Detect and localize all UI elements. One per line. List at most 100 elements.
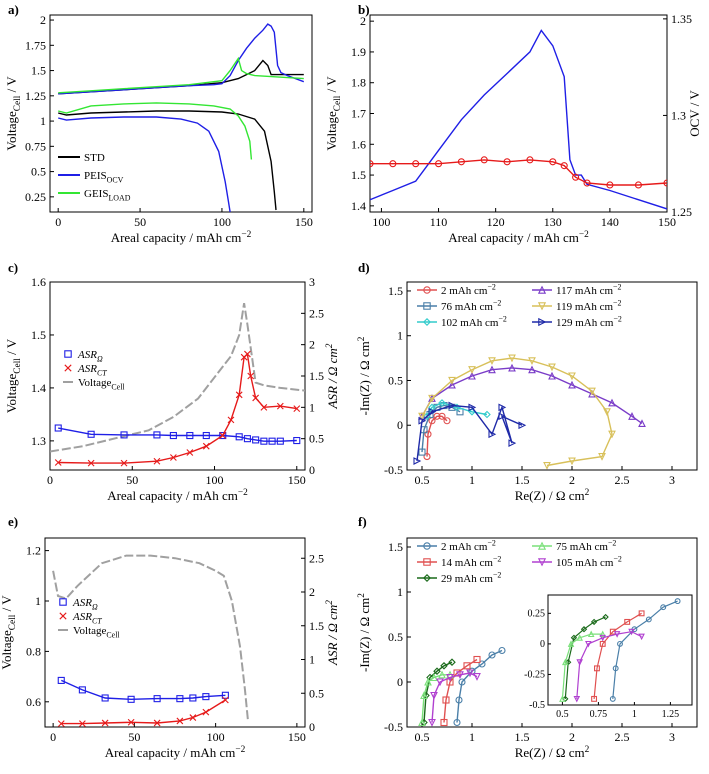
data-point — [176, 695, 184, 703]
legend-marker — [537, 302, 547, 311]
panel-label: b) — [358, 2, 370, 17]
data-point — [458, 678, 466, 686]
y-tick-label: 0.6 — [26, 695, 41, 709]
data-point — [436, 678, 444, 687]
data-point — [433, 667, 441, 675]
data-point — [488, 365, 496, 374]
inset-series — [559, 598, 681, 703]
data-point — [438, 412, 446, 420]
data-point — [276, 437, 284, 445]
data-point — [153, 719, 161, 727]
y-tick-label: 1 — [40, 114, 46, 128]
data-point — [634, 181, 642, 189]
x-tick-label: 1.5 — [515, 730, 530, 744]
data-point — [568, 380, 576, 389]
inset-series-line — [561, 633, 603, 699]
panel-c: c) 0 50 100 150 1.3 1.4 1.5 1.6 0 0.5 1 1.5 2 2.5 3 Area… — [4, 260, 340, 503]
series-group — [370, 29, 667, 210]
legend-label: 129 mAh cm−2 — [556, 315, 622, 329]
y2-tick-label: 2.5 — [309, 306, 324, 320]
data-point — [252, 436, 260, 444]
data-point — [549, 158, 557, 166]
legend-marker — [59, 612, 67, 620]
legend-marker — [59, 598, 67, 606]
y-tick-label: 0 — [397, 418, 403, 432]
data-point — [480, 156, 488, 164]
legend-marker — [64, 364, 72, 372]
data-point — [153, 457, 161, 465]
inset-data-point — [599, 640, 606, 647]
y-tick-label: 1.5 — [31, 328, 46, 342]
data-point — [548, 371, 556, 380]
y-axis-label: -Im(Z) / Ω cm2 — [357, 593, 372, 672]
plot-frame — [406, 281, 698, 471]
data-point — [442, 696, 450, 704]
data-point — [663, 179, 667, 187]
data-point — [448, 658, 456, 666]
legend-label: VoltageCell — [78, 377, 125, 391]
y-axis-label: VoltageCell / V — [0, 595, 18, 670]
x-tick-label: 2 — [569, 730, 575, 744]
y-tick-label: 0.8 — [26, 644, 41, 658]
y2-tick-label: 2 — [309, 338, 315, 352]
panel-label: e) — [8, 514, 18, 529]
inset-data-point — [645, 616, 652, 623]
legend-marker — [537, 285, 547, 294]
data-point — [219, 431, 227, 440]
data-point — [468, 366, 476, 374]
data-point — [202, 442, 210, 450]
legend-marker — [423, 542, 431, 550]
data-point — [498, 403, 507, 412]
panel-a: a) 0 50 100 150 0.25 0.5 0.75 1 1.25 1.5 1.75 2 Areal… — [4, 2, 313, 245]
data-point — [528, 365, 536, 374]
y2-tick-label: 1.3 — [671, 108, 686, 122]
inset-data-point — [580, 626, 588, 633]
y-tick-label: 1.2 — [26, 544, 41, 558]
inset-data-point — [638, 610, 645, 617]
data-point — [54, 459, 62, 466]
data-point — [247, 372, 255, 380]
inset-data-point — [628, 628, 635, 636]
data-point — [488, 430, 497, 439]
y-tick-label: 1.5 — [388, 284, 403, 298]
series-line — [58, 56, 304, 94]
data-point — [101, 719, 109, 727]
inset-y-tick-label: -0.5 — [529, 700, 545, 711]
inset-data-point — [576, 659, 583, 666]
data-point — [252, 394, 260, 402]
series-line — [58, 102, 253, 160]
series-group — [58, 23, 305, 212]
y-tick-label: 2 — [360, 14, 366, 28]
x-axis-label: Areal capacity / mAh cm−2 — [107, 488, 248, 503]
inset-data-point — [599, 630, 607, 638]
y2-tick-label: 1.35 — [671, 12, 692, 26]
panel-label: f) — [358, 514, 367, 529]
x-tick-label: 0 — [50, 730, 56, 744]
x-tick-label: 100 — [206, 473, 224, 487]
data-point — [293, 436, 301, 445]
panel-label: a) — [8, 2, 19, 17]
data-point — [430, 673, 438, 682]
data-point — [235, 433, 243, 441]
panel-label: d) — [358, 260, 370, 275]
panel-d: d)0.5 1 1.5 2 2.5 3-0.500.511.5Re(Z) / Ω cm2-… — [357, 260, 698, 503]
inset-data-point — [613, 631, 621, 638]
data-point — [219, 432, 227, 439]
y2-tick-label: 1.5 — [309, 369, 324, 383]
inset: 0.5 0.75 1 1.25 -0.5 -0.25 0 0.25 — [524, 594, 693, 720]
y-tick-label: 1 — [35, 594, 41, 608]
x-tick-label: 0 — [55, 215, 61, 229]
y2-tick-label: 1 — [309, 400, 315, 414]
data-point — [560, 162, 568, 170]
data-point — [120, 431, 128, 439]
data-point — [423, 453, 431, 461]
x-tick-label: 1 — [469, 473, 475, 487]
y-tick-label: 0.5 — [388, 373, 403, 387]
data-point — [446, 678, 454, 686]
inset-data-point — [576, 634, 583, 641]
data-point — [583, 179, 591, 187]
y-tick-label: 1.5 — [31, 64, 46, 78]
y-tick-label: 2 — [40, 13, 46, 27]
y2-axis-label: ASR / Ω cm2 — [325, 600, 340, 666]
